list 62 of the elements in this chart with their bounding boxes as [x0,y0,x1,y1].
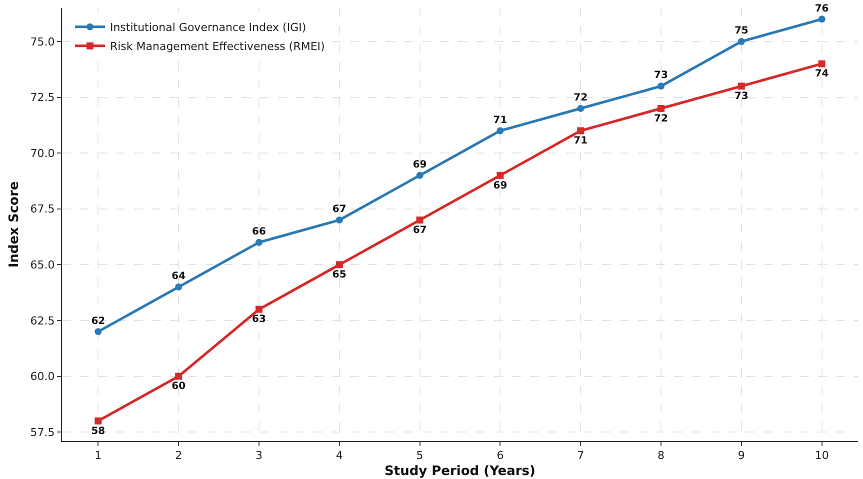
data-label: 73 [654,70,668,82]
point [336,261,343,268]
data-label: 72 [654,113,668,124]
y-tick-label: 62.5 [30,314,55,328]
y-tick-label: 72.5 [30,91,55,104]
y-tick-label: 65.0 [30,258,55,272]
data-label: 74 [814,68,829,80]
y-tick-label: 70.0 [30,146,55,160]
data-label: 67 [412,224,427,236]
point [255,306,262,313]
data-label: 71 [574,136,588,147]
point [818,60,826,68]
point [496,172,504,179]
y-tick-label: 67.5 [30,202,55,216]
legend-label: Institutional Governance Index (IGI) [110,21,306,34]
data-label: 67 [332,204,346,216]
x-tick-label: 4 [336,449,343,462]
data-label: 65 [332,270,346,281]
data-label: 69 [412,160,427,171]
point [416,216,424,224]
point [94,417,102,424]
point [577,104,584,112]
x-tick-label: 9 [738,449,745,462]
point [175,372,182,380]
data-label: 63 [252,314,266,326]
point [658,104,665,112]
y-tick-label: 60.0 [30,370,55,384]
legend-label: Risk Management Effectiveness (RMEI) [110,40,325,54]
data-label: 71 [493,114,508,126]
point [255,238,262,246]
point [175,283,182,290]
data-label: 62 [91,316,106,327]
data-label: 75 [734,26,748,37]
data-label: 72 [574,92,588,104]
x-tick-label: 5 [416,449,424,462]
point [94,328,102,336]
point [818,16,826,23]
point [416,172,424,179]
data-label: 58 [91,426,106,437]
y-tick-label: 75.0 [30,35,55,48]
data-label: 66 [252,226,266,238]
x-axis-title: Study Period (Years) [384,464,536,479]
x-tick-label: 6 [496,449,504,462]
y-tick-label: 57.5 [30,426,55,439]
x-tick-label: 1 [94,449,102,462]
data-label: 64 [172,271,186,282]
point [738,82,745,90]
data-label: 76 [814,3,829,14]
point [336,216,343,224]
data-label: 60 [172,381,186,392]
point [738,38,745,45]
data-label: 69 [493,180,508,192]
point [577,127,584,134]
y-axis-title: Index Score [7,181,22,268]
point [496,127,504,134]
x-tick-label: 2 [175,449,182,462]
x-tick-label: 8 [658,449,665,462]
x-tick-label: 7 [577,449,584,462]
data-label: 73 [734,90,748,102]
x-tick-label: 10 [814,449,829,462]
x-tick-label: 3 [255,449,262,462]
point [658,82,665,90]
